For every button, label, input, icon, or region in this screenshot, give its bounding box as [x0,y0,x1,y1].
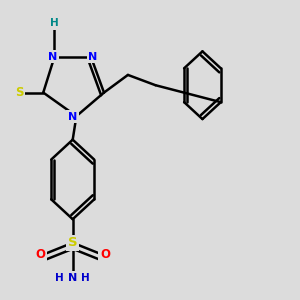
Text: O: O [35,248,46,261]
Text: S: S [15,86,24,99]
Text: N: N [68,112,77,122]
Text: H: H [50,18,59,28]
Text: N: N [48,52,57,62]
Text: O: O [100,248,110,261]
Text: N: N [68,273,77,283]
Text: S: S [68,236,77,249]
Text: H: H [81,273,90,283]
Text: N: N [88,52,98,62]
Text: H: H [56,273,64,283]
